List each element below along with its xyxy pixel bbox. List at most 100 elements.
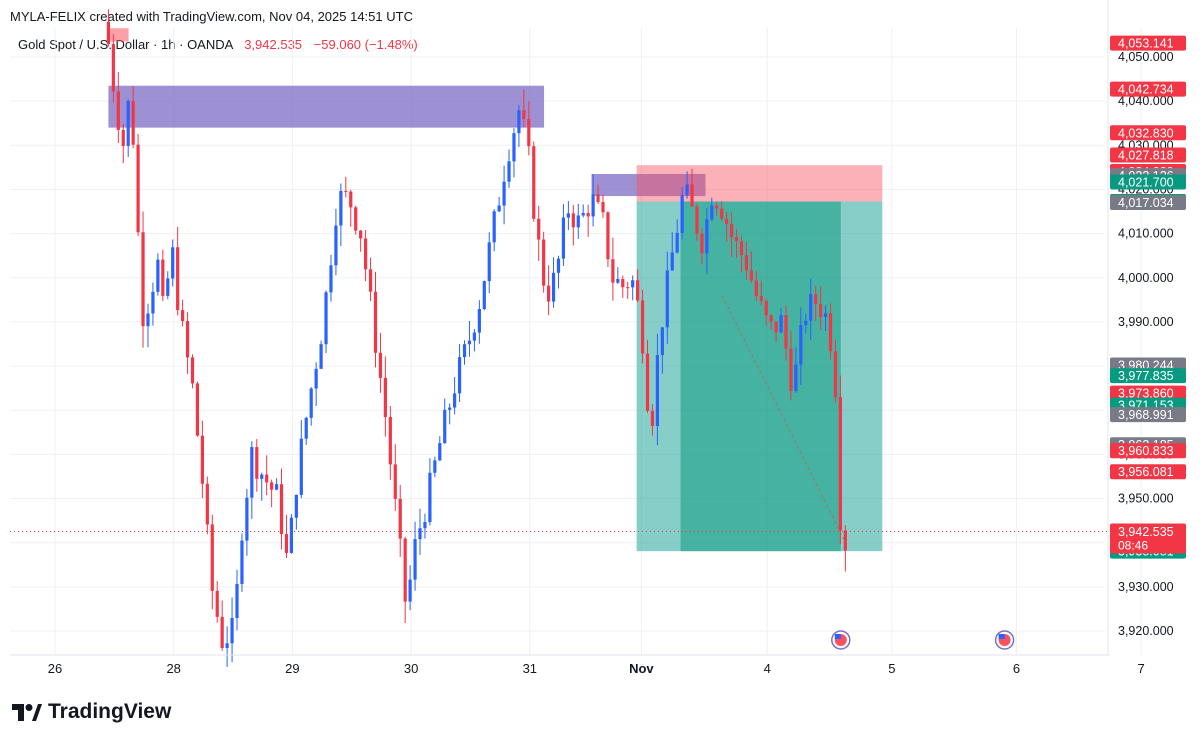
candle-body bbox=[779, 315, 783, 333]
candle-body bbox=[319, 344, 323, 369]
candle bbox=[843, 525, 847, 572]
y-tick-label: 3,950.000 bbox=[1118, 492, 1174, 506]
candle-body bbox=[349, 191, 353, 208]
zones bbox=[108, 28, 883, 552]
candle bbox=[398, 484, 402, 557]
candle-body bbox=[720, 208, 724, 219]
candle-body bbox=[640, 300, 645, 354]
candle bbox=[492, 209, 496, 252]
candle-body bbox=[393, 464, 397, 499]
candle bbox=[725, 211, 729, 242]
candle bbox=[245, 488, 249, 556]
price-label: 4,021.700 bbox=[1110, 174, 1186, 190]
candle-body bbox=[749, 270, 753, 281]
event-marker-icon[interactable] bbox=[831, 630, 851, 650]
candle-body bbox=[383, 377, 387, 418]
supply-zone bbox=[108, 28, 129, 42]
candle bbox=[354, 205, 358, 235]
candle-body bbox=[794, 364, 798, 391]
candle bbox=[413, 521, 417, 591]
price-label-bg bbox=[1110, 385, 1186, 401]
candle bbox=[418, 508, 422, 556]
candle-body bbox=[566, 213, 570, 218]
event-marker-icon[interactable] bbox=[994, 630, 1015, 650]
candle bbox=[403, 536, 407, 624]
candle bbox=[220, 600, 224, 651]
candle-body bbox=[636, 280, 640, 301]
candle-body bbox=[492, 211, 496, 243]
price-label: 4,032.830 bbox=[1110, 125, 1186, 141]
candle-body bbox=[171, 247, 175, 279]
candle-body bbox=[368, 269, 373, 292]
price-label-bg bbox=[1110, 81, 1186, 97]
candle bbox=[819, 286, 823, 330]
candle bbox=[250, 441, 254, 519]
candle bbox=[270, 479, 274, 508]
candle-body bbox=[675, 232, 679, 253]
candle-body bbox=[423, 521, 427, 529]
candle-body bbox=[294, 494, 298, 518]
candle bbox=[453, 377, 457, 415]
event-marker-canton bbox=[998, 634, 1005, 639]
event-marker-canton bbox=[834, 634, 841, 639]
candle bbox=[556, 255, 561, 289]
candle-body bbox=[438, 443, 442, 461]
candle-body bbox=[804, 320, 808, 325]
candle-body bbox=[210, 524, 214, 591]
candle bbox=[299, 420, 303, 499]
candle-body bbox=[235, 583, 239, 618]
candle bbox=[448, 403, 452, 425]
candle bbox=[685, 171, 689, 199]
candle-body bbox=[408, 579, 412, 602]
candle bbox=[794, 347, 798, 393]
candle-body bbox=[161, 259, 165, 296]
candle bbox=[645, 339, 650, 414]
price-label: 3,968.991 bbox=[1110, 407, 1186, 423]
candle bbox=[700, 228, 704, 265]
candle bbox=[522, 89, 526, 128]
candle bbox=[606, 211, 610, 267]
candle-body bbox=[482, 281, 486, 310]
candle-body bbox=[279, 484, 284, 535]
candle-body bbox=[403, 538, 407, 602]
candle-body bbox=[695, 206, 699, 234]
candle bbox=[749, 251, 753, 283]
candle-body bbox=[754, 280, 758, 296]
candle-body bbox=[729, 223, 734, 238]
candle bbox=[769, 313, 773, 331]
tradingview-logo[interactable]: TradingView bbox=[12, 700, 171, 724]
candle-body bbox=[270, 482, 274, 490]
overlays bbox=[10, 295, 1110, 650]
candle bbox=[472, 328, 477, 352]
candle bbox=[611, 237, 615, 301]
price-label: 3,956.081 bbox=[1110, 464, 1186, 480]
candle-body bbox=[650, 410, 655, 426]
candle bbox=[779, 308, 783, 334]
current-price-bg bbox=[1110, 523, 1186, 554]
candle bbox=[581, 204, 585, 218]
symbol-legend[interactable]: Gold Spot / U.S. Dollar · 1h · OANDA 3,9… bbox=[18, 37, 418, 52]
candle-body bbox=[388, 417, 392, 465]
price-label-text: 3,977.835 bbox=[1118, 369, 1174, 383]
candle bbox=[823, 305, 828, 331]
candle bbox=[502, 165, 506, 225]
candle-body bbox=[532, 146, 536, 219]
candle-body bbox=[418, 528, 422, 540]
candle-body bbox=[576, 215, 580, 228]
candle-body bbox=[190, 357, 195, 384]
candle-body bbox=[274, 484, 279, 490]
last-price: 3,942.535 bbox=[244, 37, 303, 52]
candle-body bbox=[665, 270, 669, 328]
candle bbox=[121, 123, 125, 164]
candle bbox=[111, 34, 115, 103]
price-label-text: 4,053.141 bbox=[1118, 37, 1174, 51]
candle bbox=[131, 86, 135, 149]
candle bbox=[324, 290, 328, 354]
candle-body bbox=[784, 315, 788, 349]
candle-body bbox=[200, 435, 204, 484]
candle bbox=[764, 298, 768, 326]
candle-body bbox=[428, 472, 432, 522]
candle-body bbox=[596, 194, 600, 203]
candle bbox=[274, 478, 279, 491]
